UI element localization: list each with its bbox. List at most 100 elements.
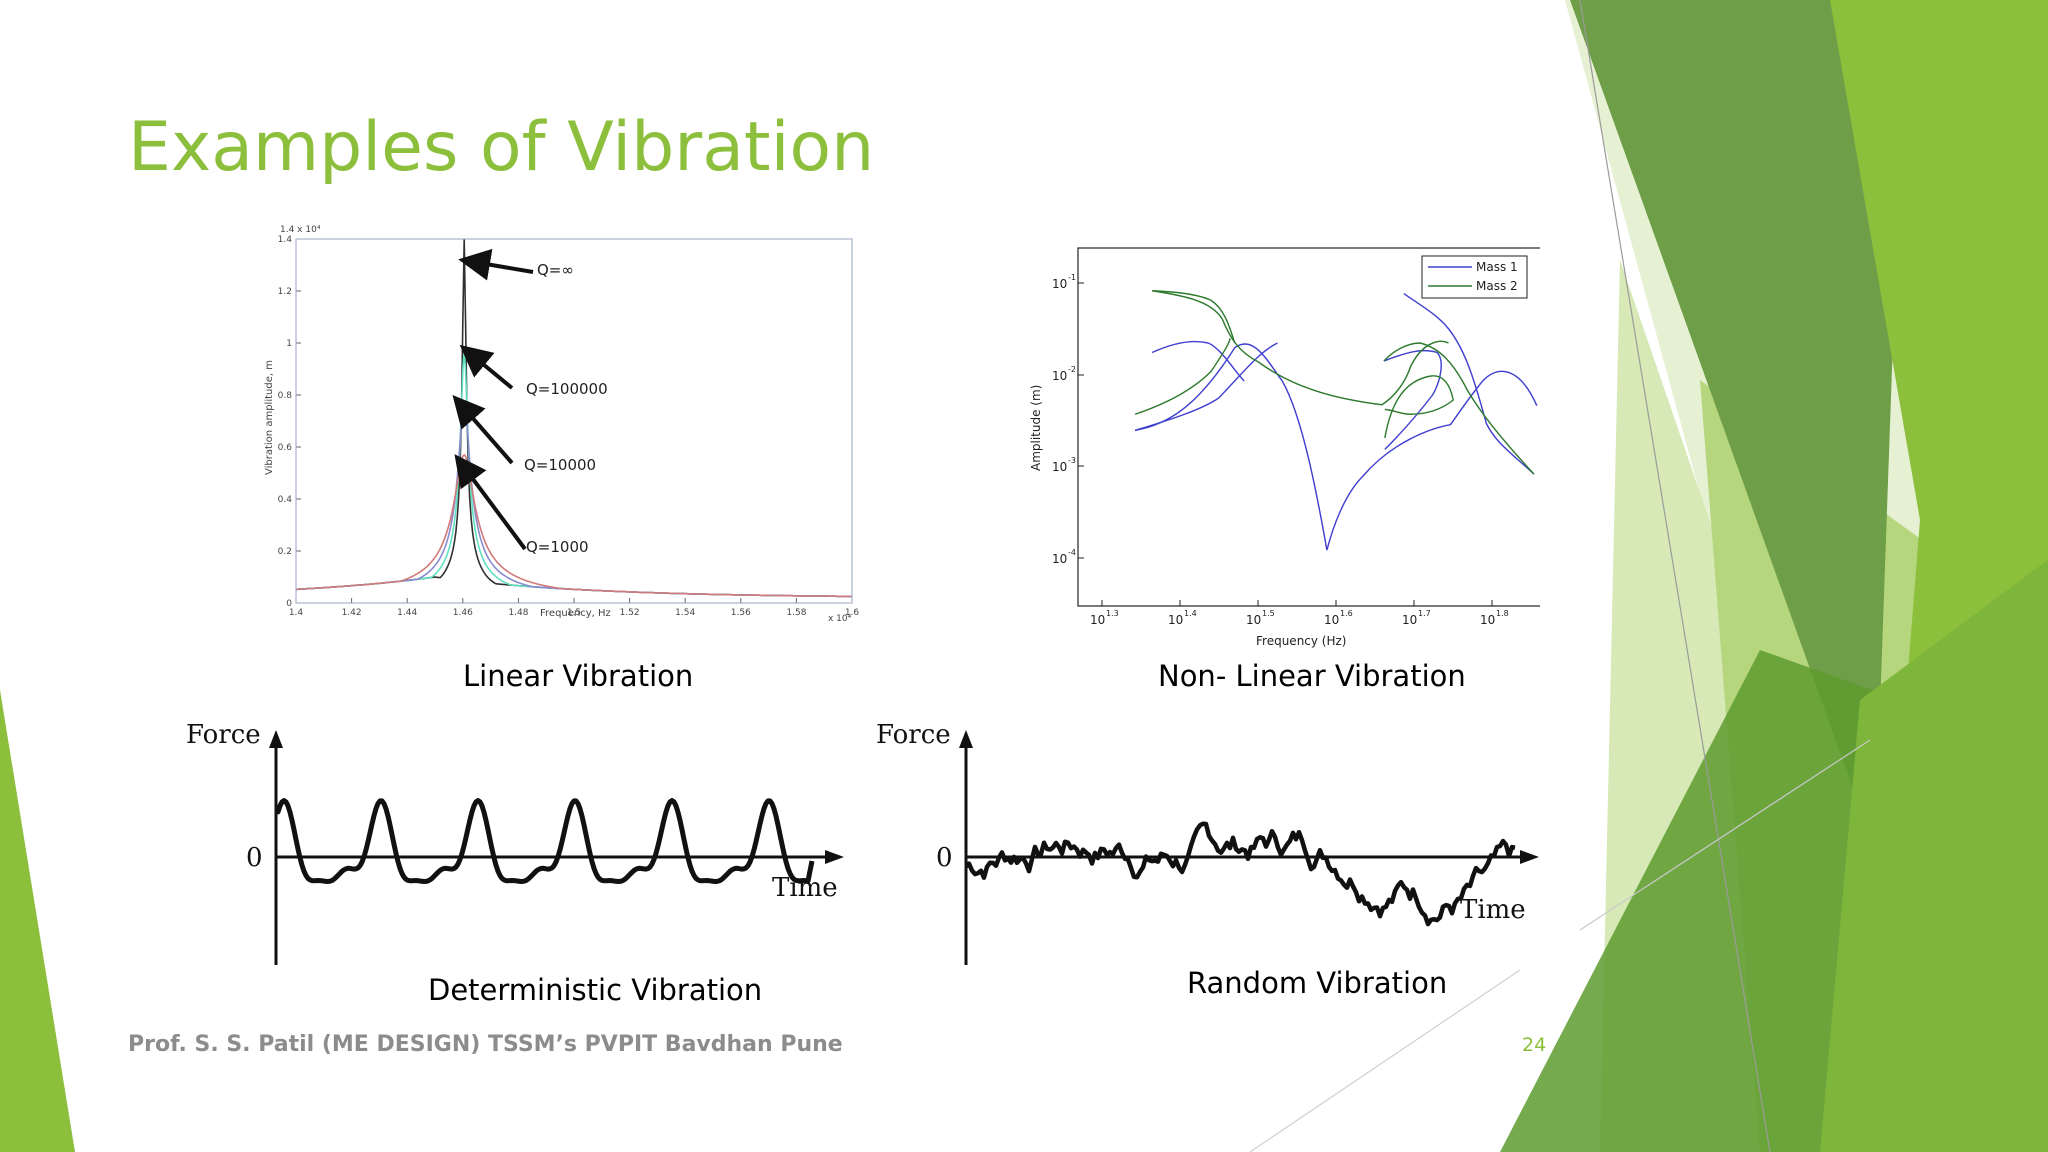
- linear-x-tick-label: 1.6: [845, 608, 860, 618]
- nonlinear-y-tick-label: 10: [1052, 552, 1067, 566]
- deco-line-2: [1579, 739, 1871, 931]
- rand-force-label: Force: [876, 720, 951, 750]
- nonlinear-y-tick-label: 10: [1052, 369, 1067, 383]
- nonlinear-x-tick-label: 10: [1402, 613, 1417, 627]
- nonlinear-y-tick-label: 10: [1052, 460, 1067, 474]
- linear-series-2: [296, 402, 852, 598]
- rand-time-arrowhead: [1520, 850, 1539, 864]
- random-vibration-plot: Force 0 Time: [876, 720, 1539, 965]
- nonlinear-legend-box: [1421, 255, 1528, 299]
- linear-y-tick-label: 0: [286, 599, 292, 609]
- nonlinear-x-tick-label: 10: [1168, 613, 1183, 627]
- arrow-q-inf: [458, 248, 534, 281]
- deterministic-vibration-plot: Force 0 Time: [186, 720, 844, 965]
- annotation-q-inf: Q=∞: [537, 261, 574, 279]
- det-zero-label: 0: [246, 843, 263, 873]
- annotation-q-1000: Q=1000: [526, 538, 589, 556]
- deco-line-1: [1579, 0, 1771, 1152]
- caption-deterministic-vibration: Deterministic Vibration: [428, 973, 763, 1007]
- nonlinear-y-tick-exp: -2: [1068, 365, 1076, 374]
- linear-y-tick-label: 1: [286, 339, 292, 349]
- linear-y-tick-label: 1.2: [278, 287, 292, 297]
- nonlinear-curve-1: [1134, 342, 1278, 432]
- nonlinear-plot-frame: [1077, 247, 1540, 607]
- rand-time-label: Time: [1460, 895, 1526, 925]
- page-number: 24: [1522, 1034, 1547, 1056]
- random-waveform: [964, 821, 1516, 927]
- linear-x-tick-label: 1.44: [397, 608, 417, 618]
- arrow-q-1000: [454, 454, 527, 551]
- linear-x-tick-label: 1.46: [453, 608, 473, 618]
- nonlinear-xlabel: Frequency (Hz): [1256, 634, 1347, 648]
- nonlinear-x-tick-label: 10: [1090, 613, 1105, 627]
- linear-y-tick-label: 0.4: [278, 495, 293, 505]
- caption-nonlinear-vibration: Non- Linear Vibration: [1158, 659, 1466, 693]
- nonlinear-x-tick-exp: 1.7: [1418, 609, 1431, 618]
- det-time-label: Time: [772, 873, 838, 903]
- det-time-arrowhead: [825, 850, 844, 864]
- linear-vibration-chart: 1.4 1.42 1.44 1.46 1.48 1.5 1.52 1.54 1.56 1.58 1.…: [264, 225, 860, 624]
- nonlinear-x-tick-exp: 1.3: [1106, 609, 1119, 618]
- nonlinear-x-tick-label: 10: [1324, 613, 1339, 627]
- deco-line-3: [1249, 969, 1521, 1152]
- right-dark-green: [1570, 0, 1905, 850]
- nonlinear-curve-0: [1134, 343, 1538, 551]
- rand-zero-label: 0: [936, 843, 953, 873]
- nonlinear-y-tick-exp: -4: [1068, 548, 1076, 557]
- arrow-q-10000: [452, 394, 514, 465]
- annotation-q-10000: Q=10000: [524, 456, 596, 474]
- arrow-q-100000: [459, 344, 514, 390]
- nonlinear-curve-5: [1134, 338, 1231, 415]
- slide-title: Examples of Vibration: [128, 108, 875, 187]
- nonlinear-x-tick-exp: 1.8: [1496, 609, 1509, 618]
- nonlinear-curve-6: [1151, 290, 1449, 406]
- nonlinear-y-tick-label: 10: [1052, 277, 1067, 291]
- nonlinear-x-tick-label: 10: [1480, 613, 1495, 627]
- linear-x-tick-label: 1.4: [289, 608, 304, 618]
- nonlinear-vibration-chart: 10 1.3 10 1.4 10 1.5 10 1.6 10 1.7 10 1.810-110-210…: [1029, 247, 1540, 648]
- legend-mass-2: Mass 2: [1476, 279, 1518, 293]
- legend-mass-1: Mass 1: [1476, 260, 1518, 274]
- det-force-arrowhead: [269, 730, 283, 748]
- right-accent-green: [1500, 650, 1900, 1152]
- linear-x-tick-label: 1.48: [508, 608, 528, 618]
- rand-force-arrowhead: [959, 730, 973, 748]
- caption-random-vibration: Random Vibration: [1187, 966, 1448, 1000]
- linear-y-tick-label: 1.4: [278, 235, 293, 245]
- right-bottom-green: [1820, 560, 2048, 1152]
- nonlinear-curve-9: [1384, 375, 1455, 439]
- nonlinear-y-tick-exp: -1: [1068, 273, 1076, 282]
- nonlinear-curve-3: [1403, 293, 1535, 475]
- caption-linear-vibration: Linear Vibration: [463, 659, 694, 693]
- linear-ylabel: Vibration amplitude, m: [264, 360, 275, 475]
- linear-y-tick-label: 0.8: [278, 391, 293, 401]
- nonlinear-y-tick-exp: -3: [1068, 456, 1076, 465]
- slide-footer: Prof. S. S. Patil (ME DESIGN) TSSM’s PVP…: [128, 1032, 843, 1057]
- nonlinear-curve-7: [1152, 290, 1236, 344]
- linear-x-tick-label: 1.54: [675, 608, 695, 618]
- linear-y-tick-label: 0.2: [278, 547, 292, 557]
- linear-series-3: [296, 453, 852, 598]
- annotation-q-100000: Q=100000: [526, 380, 608, 398]
- nonlinear-x-tick-label: 10: [1246, 613, 1261, 627]
- linear-x-tick-label: 1.58: [786, 608, 806, 618]
- linear-x-tick-label: 1.52: [620, 608, 640, 618]
- linear-x-tick-label: 1.5: [567, 608, 581, 618]
- linear-x-tick-label: 1.42: [342, 608, 362, 618]
- linear-plot-frame: [295, 238, 853, 604]
- linear-y-tick-label: 0.6: [278, 443, 293, 453]
- nonlinear-x-tick-exp: 1.6: [1340, 609, 1353, 618]
- nonlinear-curve-4: [1383, 349, 1442, 450]
- linear-xlabel: Frequency, Hz: [540, 608, 611, 619]
- det-force-label: Force: [186, 720, 261, 750]
- nonlinear-x-tick-exp: 1.5: [1262, 609, 1275, 618]
- deterministic-waveform: [275, 798, 815, 884]
- nonlinear-x-tick-exp: 1.4: [1184, 609, 1197, 618]
- linear-scale-label: 1.4 x 10⁴: [280, 225, 321, 235]
- linear-x-multiplier: x 10⁴: [828, 614, 852, 624]
- linear-x-tick-label: 1.56: [731, 608, 751, 618]
- nonlinear-ylabel: Amplitude (m): [1029, 385, 1043, 471]
- nonlinear-curve-2: [1151, 340, 1245, 382]
